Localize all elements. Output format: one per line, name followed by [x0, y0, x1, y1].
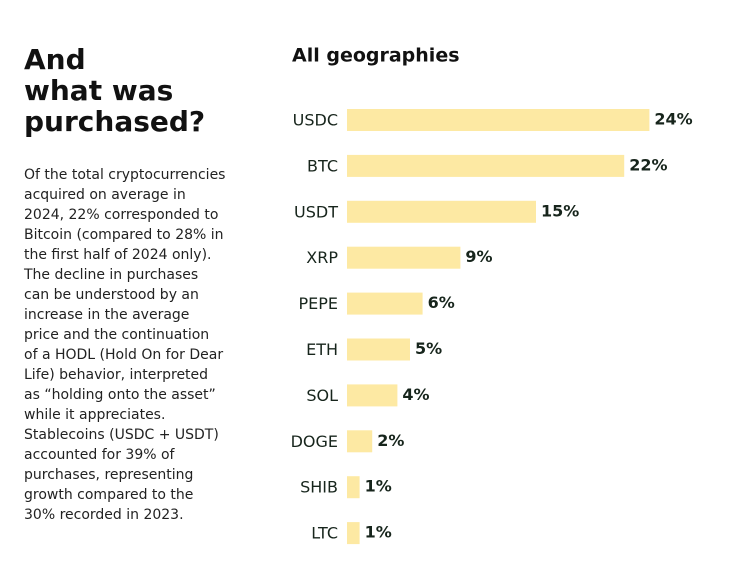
bar: [347, 292, 423, 315]
bar: [347, 522, 360, 545]
body-text: Of the total cryptocurrencies acquired on…: [24, 165, 225, 525]
body-line: can be understood by an: [24, 287, 199, 303]
category-label: XRP: [306, 248, 338, 267]
body-line: acquired on average in: [24, 187, 186, 203]
heading-line: And: [24, 43, 86, 76]
category-label: BTC: [307, 156, 338, 175]
body-line: growth compared to the: [24, 487, 194, 503]
category-label: USDC: [293, 111, 338, 130]
bar: [347, 154, 625, 177]
body-line: of a HODL (Hold On for Dear: [24, 347, 224, 363]
chart-title: All geographies: [292, 45, 460, 67]
body-line: as “holding onto the asset”: [24, 387, 216, 403]
bar: [347, 338, 410, 361]
value-label: 15%: [541, 201, 579, 220]
body-line: Life) behavior, interpreted: [24, 367, 209, 383]
category-label: SOL: [306, 386, 338, 405]
body-line: Of the total cryptocurrencies: [24, 167, 226, 183]
body-line: price and the continuation: [24, 327, 210, 343]
value-label: 9%: [465, 247, 492, 266]
value-label: 6%: [428, 293, 455, 312]
body-line: increase in the average: [24, 307, 190, 323]
bar: [347, 430, 373, 453]
category-label: LTC: [311, 524, 338, 543]
value-label: 24%: [654, 110, 692, 129]
body-line: 30% recorded in 2023.: [24, 507, 184, 523]
value-label: 1%: [365, 523, 392, 542]
bar: [347, 109, 650, 131]
body-line: Bitcoin (compared to 28% in: [24, 227, 224, 243]
bar: [347, 384, 398, 407]
value-label: 22%: [629, 155, 667, 174]
bar: [347, 246, 461, 269]
bar: [347, 476, 360, 499]
category-label: PEPE: [298, 294, 338, 313]
heading-line: purchased?: [24, 105, 206, 138]
category-label: DOGE: [291, 432, 338, 451]
body-line: The decline in purchases: [24, 267, 199, 283]
category-label: SHIB: [300, 478, 338, 497]
value-label: 2%: [377, 431, 404, 450]
body-line: the first half of 2024 only).: [24, 247, 212, 263]
bar: [347, 200, 536, 223]
body-line: while it appreciates.: [24, 407, 166, 423]
body-line: accounted for 39% of: [24, 447, 175, 463]
heading-line: what was: [24, 74, 174, 107]
value-label: 4%: [402, 385, 429, 404]
category-label: ETH: [306, 340, 338, 359]
body-line: purchases, representing: [24, 467, 194, 483]
value-label: 5%: [415, 339, 442, 358]
body-line: 2024, 22% corresponded to: [24, 207, 219, 223]
heading: And what was purchased?: [24, 44, 205, 137]
body-line: Stablecoins (USDC + USDT): [24, 427, 219, 443]
value-label: 1%: [365, 477, 392, 496]
category-label: USDT: [294, 202, 338, 221]
